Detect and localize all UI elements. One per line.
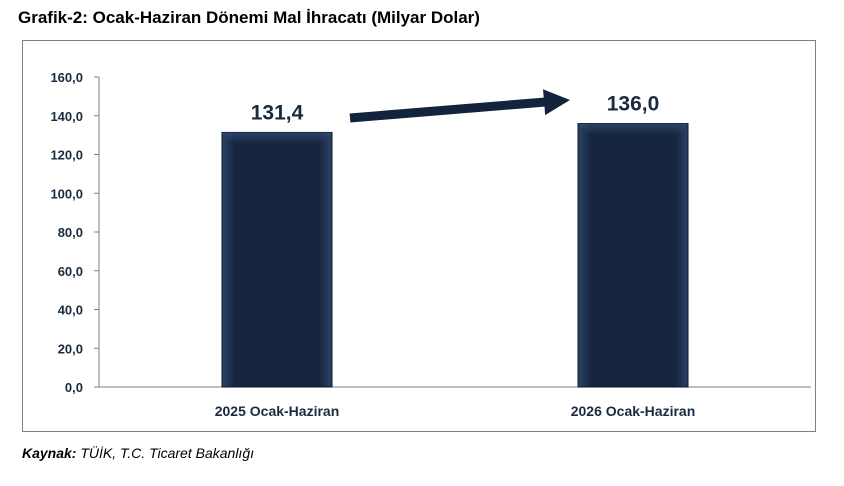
bar-chart: 0,020,040,060,080,0100,0120,0140,0160,0 … [50, 70, 811, 419]
data-label: 136,0 [607, 93, 660, 116]
y-tick-label: 160,0 [50, 70, 83, 85]
y-tick-label: 120,0 [50, 148, 83, 163]
increase-arrow [349, 89, 570, 123]
y-tick-label: 80,0 [58, 225, 83, 240]
bar-body [221, 131, 333, 388]
data-label: 131,4 [251, 101, 304, 124]
y-tick-label: 40,0 [58, 303, 83, 318]
data-labels: 131,4 136,0 [251, 93, 660, 125]
y-tick-label: 60,0 [58, 264, 83, 279]
chart-frame: 0,0 20,0 40,0 60,0 80,0 100,0 120,0 140,0 160,0 … [22, 40, 816, 432]
bar [221, 131, 333, 388]
bars [221, 123, 689, 388]
bar-body [577, 123, 689, 388]
source-label: Kaynak: [22, 445, 77, 461]
y-tick-label: 20,0 [58, 341, 83, 356]
x-tick-label: 2025 Ocak-Haziran [215, 403, 340, 419]
bar-bevel [222, 132, 332, 145]
y-axis: 0,0 20,0 40,0 60,0 80,0 100,0 120,0 140,0 160,0 [50, 70, 811, 395]
source-note: Kaynak: TÜİK, T.C. Ticaret Bakanlığı [22, 445, 254, 461]
bar [577, 123, 689, 388]
y-tick-label: 0,0 [65, 380, 83, 395]
chart-title: Grafik-2: Ocak-Haziran Dönemi Mal İhraca… [18, 8, 480, 27]
x-axis-labels: 2025 Ocak-Haziran 2026 Ocak-Haziran [215, 403, 696, 419]
arrow-shape [349, 89, 570, 123]
x-tick-label: 2026 Ocak-Haziran [571, 403, 696, 419]
source-text: TÜİK, T.C. Ticaret Bakanlığı [80, 445, 254, 461]
y-tick-label: 140,0 [50, 109, 83, 124]
y-tick-label: 100,0 [50, 186, 83, 201]
bar-bevel [578, 123, 688, 136]
